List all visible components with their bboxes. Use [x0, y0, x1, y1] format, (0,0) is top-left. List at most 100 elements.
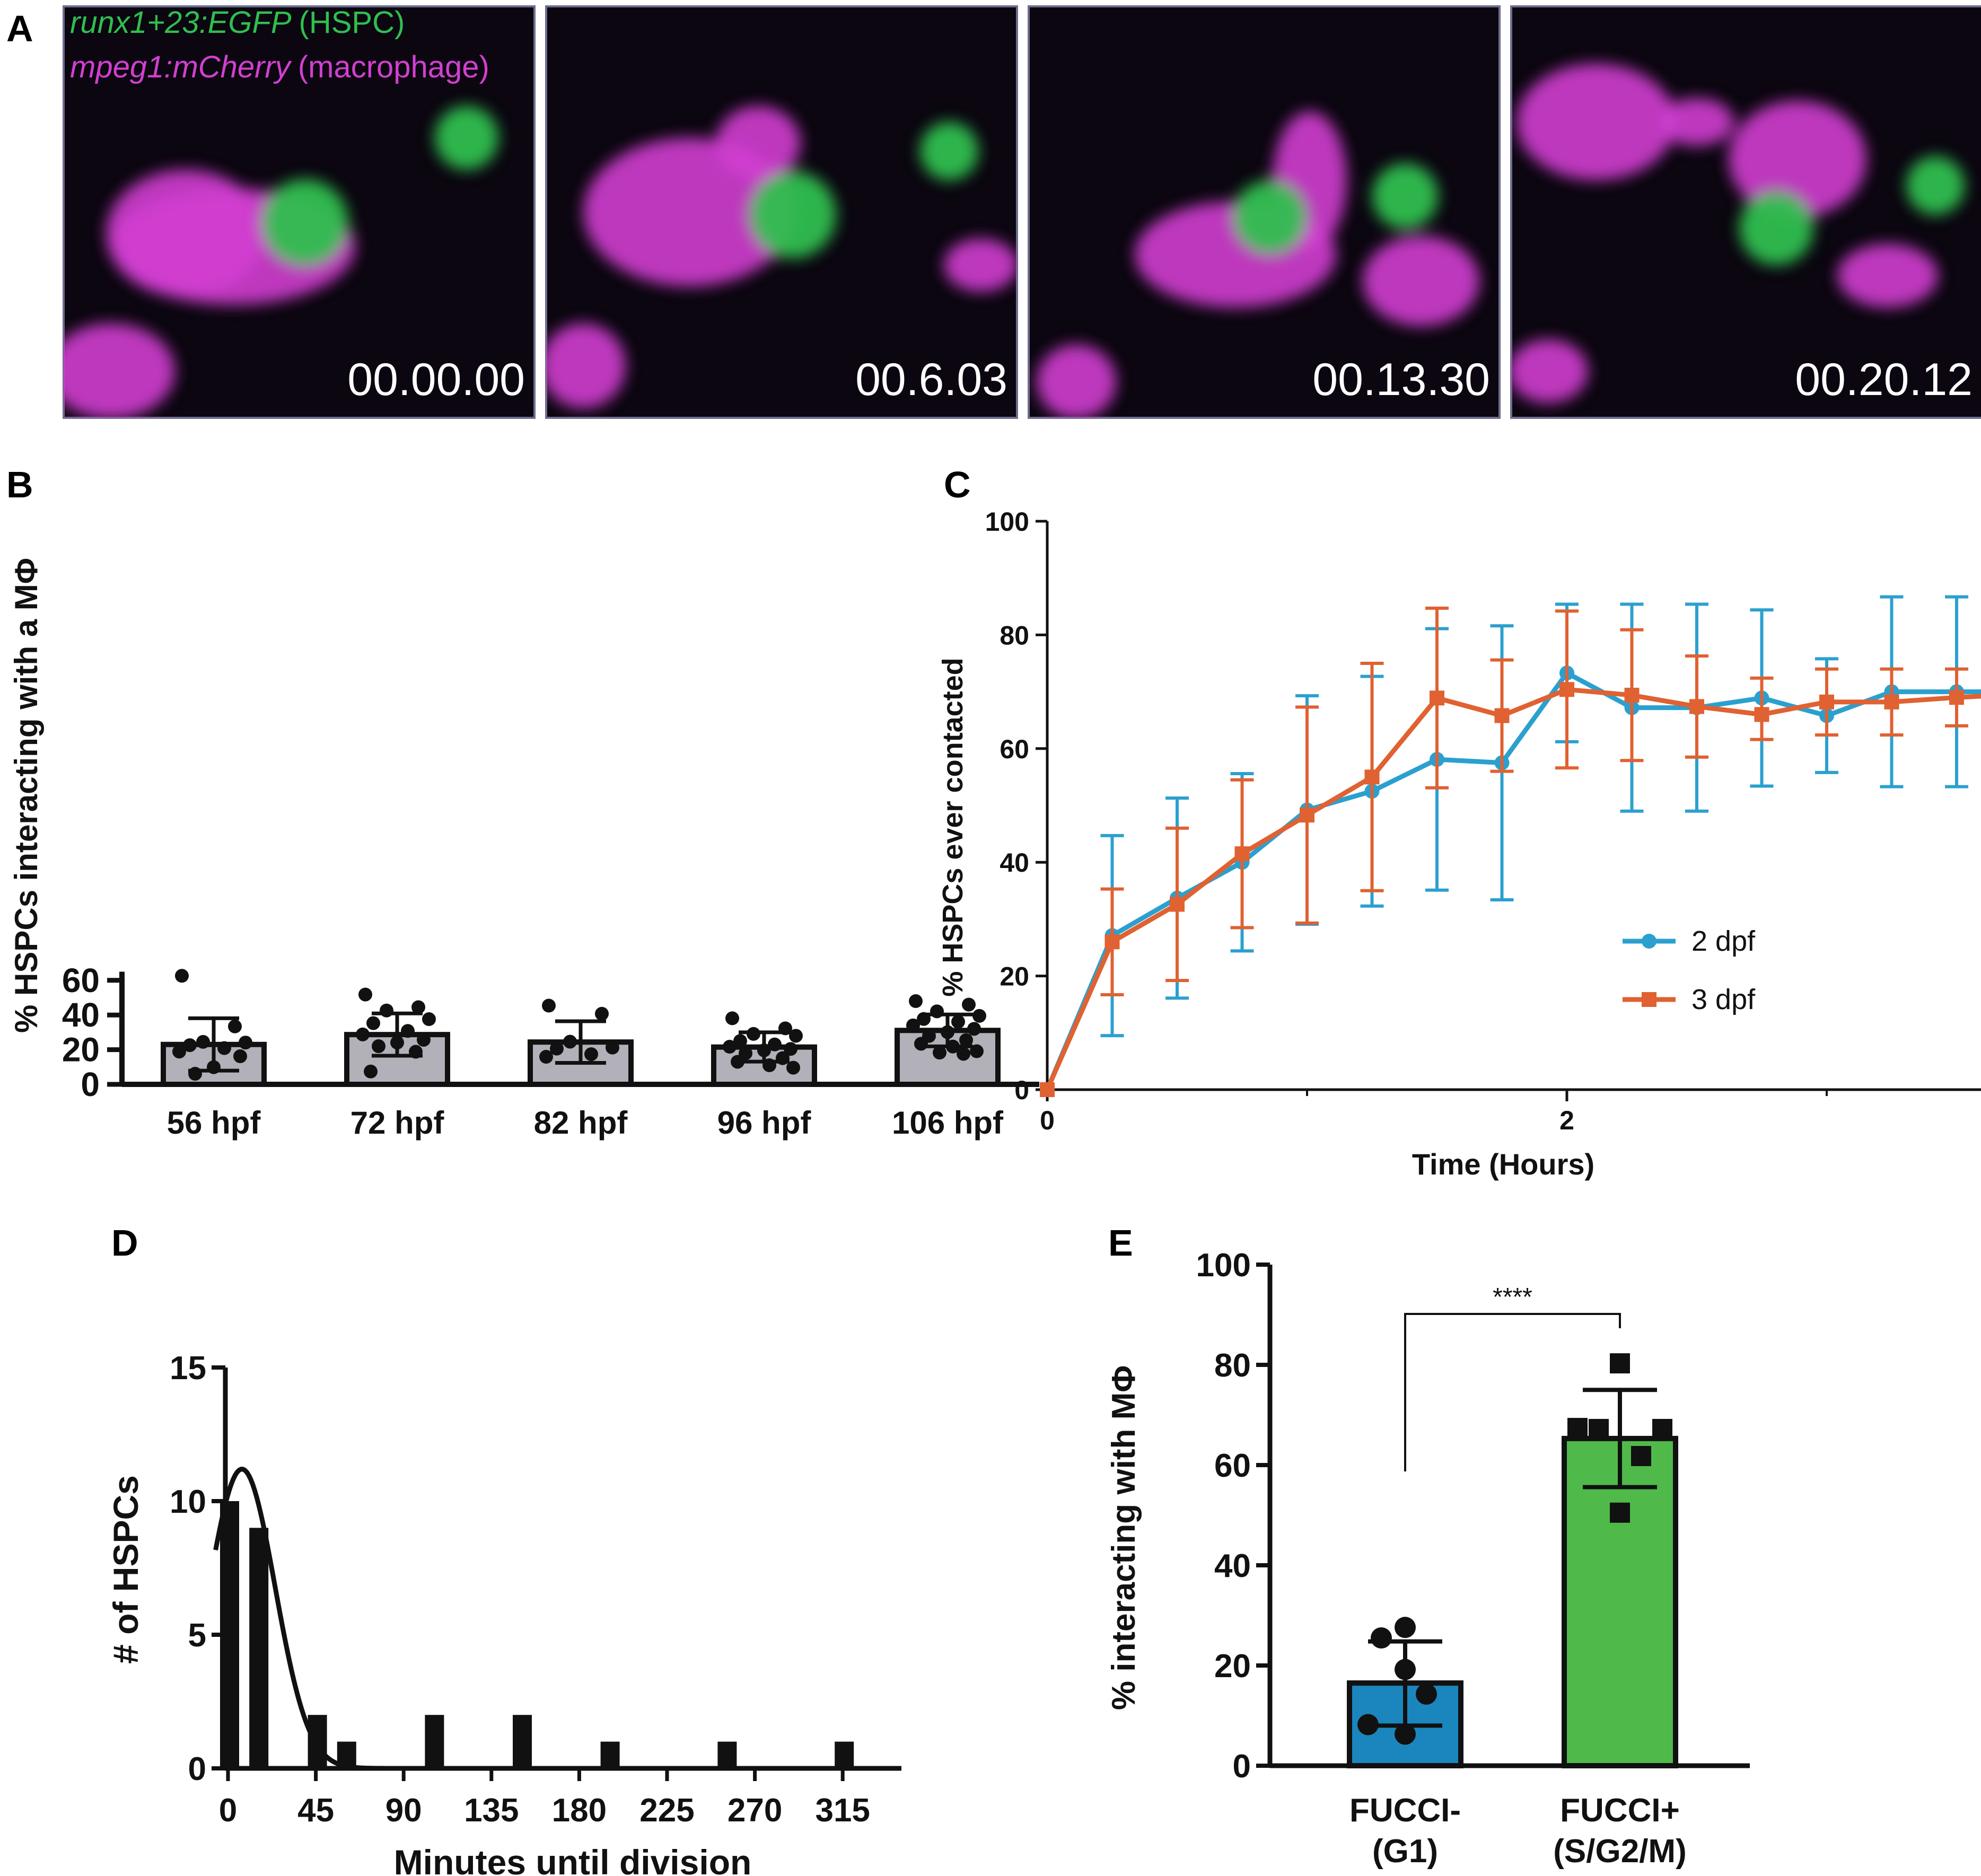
data-point: [239, 1036, 252, 1050]
data-point: [768, 1037, 782, 1051]
data-point: [563, 1035, 577, 1049]
data-point: [595, 1006, 609, 1021]
data-point: [183, 1038, 197, 1053]
histogram-bar: [513, 1715, 532, 1768]
image-frame-1: 00.00.00: [63, 5, 536, 419]
data-point: [233, 1049, 247, 1064]
data-point: [542, 998, 556, 1013]
panel-letter-d: D: [111, 1222, 138, 1264]
data-point: [175, 969, 189, 983]
data-point: [584, 1047, 598, 1062]
data-point: [778, 1021, 792, 1036]
legend-label: 2 dpf: [1691, 925, 1756, 957]
data-point: [723, 1040, 737, 1054]
macrophage-cell: [1363, 236, 1479, 326]
x-tick-label: 90: [385, 1792, 422, 1829]
bar: [1562, 1435, 1678, 1769]
data-point: [550, 1041, 564, 1056]
histogram-bar: [717, 1741, 737, 1768]
y-axis-title: # of HSPCs: [106, 1475, 145, 1664]
data-point: [401, 1024, 415, 1038]
data-point: [1610, 1353, 1630, 1374]
x-tick-label: FUCCI+: [1560, 1792, 1680, 1829]
macrophage-cell: [944, 239, 1017, 292]
image-frame-3: 00.13.30: [1028, 5, 1501, 419]
macrophage-cell: [1729, 101, 1866, 217]
panel-a: 00.00.00 00.6.03 00.13.30 00.20.12 runx1+23:…: [63, 5, 1981, 419]
data-point: [409, 1045, 423, 1059]
data-point: [1395, 1659, 1416, 1680]
data-point: [789, 1029, 803, 1043]
x-tick-label: 180: [552, 1792, 607, 1829]
legend-hspc: runx1+23:EGFP (HSPC): [70, 5, 405, 40]
data-point: [228, 1019, 242, 1033]
x-tick-label: 135: [464, 1792, 519, 1829]
macrophage-cell: [546, 323, 626, 408]
data-point: [539, 1050, 553, 1064]
data-point: [962, 997, 976, 1012]
data-point: [733, 1034, 747, 1048]
gaussian-fit-curve: [213, 1467, 420, 1771]
data-point: [906, 1018, 920, 1032]
significance-bracket: [1404, 1313, 1621, 1471]
x-tick-label: 106 hpf: [892, 1105, 1004, 1141]
data-point: [1395, 1723, 1416, 1745]
x-axis-title: Time (Hours): [1412, 1147, 1594, 1181]
x-tick-label: 0: [219, 1792, 237, 1829]
y-tick-label: 100: [985, 507, 1029, 537]
data-point: [364, 1064, 378, 1079]
data-point: [1610, 1502, 1630, 1523]
panel-c: 0204060801000246Time (Hours)% HSPCs ever…: [937, 507, 1981, 1181]
y-tick-label: 20: [1214, 1648, 1251, 1685]
macrophage-cell: [1660, 98, 1734, 146]
y-tick-label: 40: [1214, 1548, 1251, 1584]
data-point: [933, 1046, 946, 1060]
data-point: [356, 1027, 370, 1041]
y-tick-label: 80: [1000, 620, 1029, 650]
data-point: [1631, 1445, 1651, 1466]
data-point: [188, 1067, 202, 1081]
data-point: [917, 1012, 931, 1026]
data-point: [366, 1016, 380, 1030]
data-point: [959, 1033, 973, 1047]
series-marker: [1430, 690, 1444, 706]
hspc-cell: [1372, 163, 1438, 229]
series-marker: [1689, 699, 1704, 714]
y-tick-label: 0: [1233, 1748, 1251, 1785]
hspc-cell: [435, 106, 498, 170]
x-tick-sublabel: (S/G2/M): [1553, 1833, 1686, 1870]
y-tick-label: 100: [1196, 1247, 1251, 1284]
image-frame-4: 00.20.12: [1510, 5, 1981, 419]
legend-macrophage-label: (macrophage): [298, 50, 489, 84]
data-point: [972, 1009, 986, 1023]
data-point: [207, 1060, 221, 1074]
data-point: [967, 1022, 981, 1036]
x-tick-label: 270: [727, 1792, 782, 1829]
macrophage-cell: [716, 106, 801, 180]
series-marker: [1364, 769, 1380, 785]
hspc-cell: [261, 179, 348, 266]
data-point: [731, 1055, 744, 1069]
series-marker: [1170, 897, 1185, 912]
cell-layer: [64, 106, 498, 418]
cell-layer: [1037, 111, 1479, 418]
data-point: [1589, 1418, 1609, 1439]
y-tick-label: 0: [1014, 1075, 1029, 1105]
legend-hspc-reporter: runx1+23:EGFP: [70, 5, 292, 40]
macrophage-cell: [1837, 244, 1938, 308]
data-point: [970, 1044, 984, 1058]
histogram-bar: [600, 1741, 620, 1768]
x-tick-label: 2: [1559, 1106, 1574, 1135]
macrophage-cell: [1037, 345, 1116, 418]
macrophage-cell: [106, 170, 265, 297]
data-point: [172, 1045, 186, 1059]
data-point: [946, 1039, 960, 1054]
x-tick-label: 56 hpf: [167, 1105, 261, 1141]
series-marker: [1949, 690, 1964, 705]
data-point: [762, 1058, 776, 1073]
data-point: [196, 1035, 210, 1049]
data-point: [390, 1036, 404, 1050]
histogram-bar: [220, 1501, 239, 1768]
